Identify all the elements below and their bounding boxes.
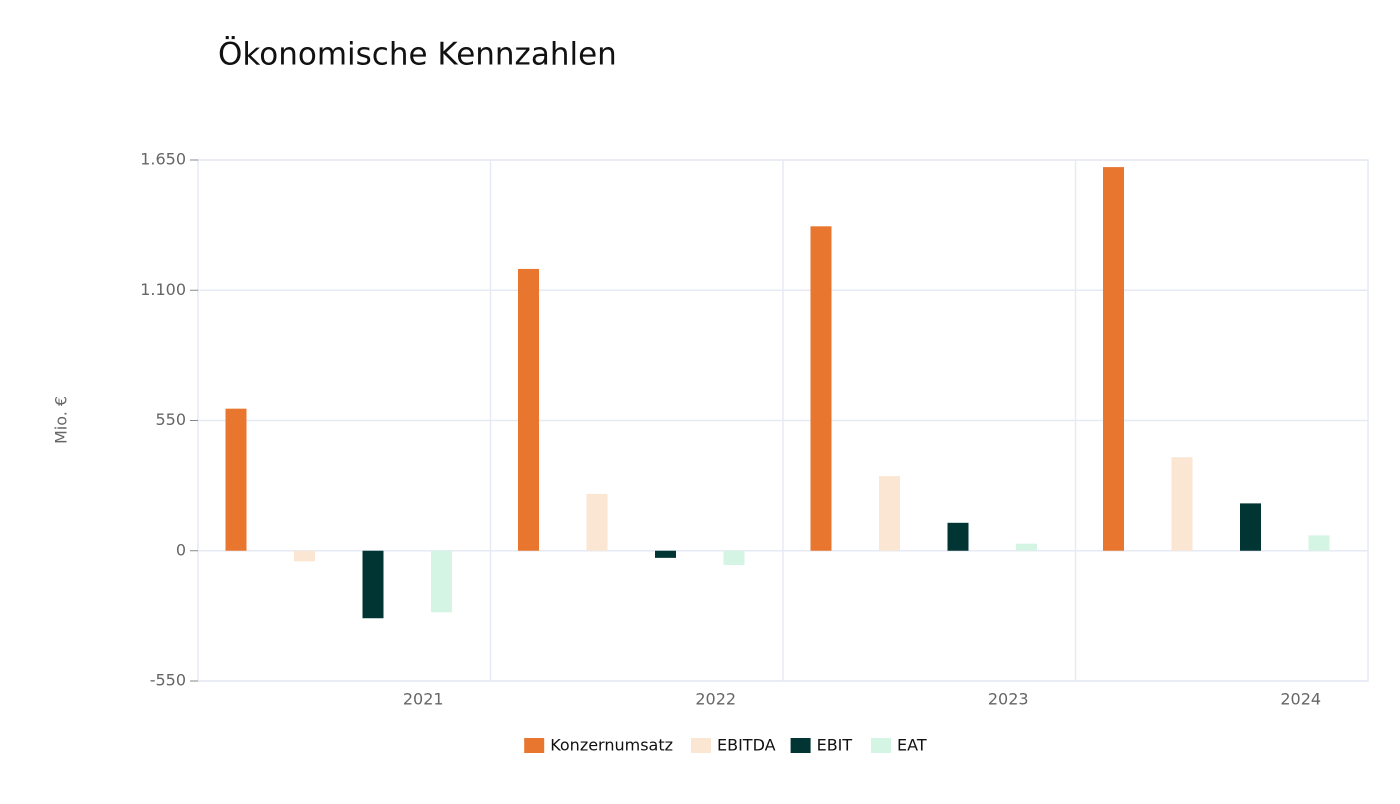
legend-label: Konzernumsatz bbox=[550, 736, 673, 755]
bar bbox=[947, 522, 969, 551]
x-tick-label: 2023 bbox=[988, 690, 1029, 709]
y-tick-label: 1.100 bbox=[140, 280, 186, 299]
legend-label: EBIT bbox=[817, 736, 853, 755]
y-tick-label: 550 bbox=[155, 410, 186, 429]
x-tick-label: 2024 bbox=[1280, 690, 1321, 709]
bar bbox=[1308, 535, 1330, 551]
x-tick-label: 2022 bbox=[695, 690, 736, 709]
bar bbox=[518, 268, 539, 551]
bar bbox=[294, 550, 315, 562]
bar bbox=[1171, 457, 1193, 551]
legend-label: EAT bbox=[897, 736, 927, 755]
y-tick-label: 0 bbox=[176, 540, 186, 559]
legend-swatch bbox=[871, 738, 891, 753]
bar bbox=[1240, 503, 1261, 551]
y-tick-label: 1.650 bbox=[140, 150, 186, 169]
legend-label: EBITDA bbox=[717, 736, 776, 755]
legend-swatch bbox=[524, 738, 545, 753]
y-tick-label: -550 bbox=[150, 671, 186, 690]
bar bbox=[1103, 167, 1124, 551]
legend-swatch bbox=[691, 738, 711, 753]
x-tick-label: 2021 bbox=[403, 690, 444, 709]
bar bbox=[810, 226, 832, 551]
bar bbox=[723, 550, 745, 565]
bar bbox=[431, 550, 452, 613]
bar bbox=[225, 408, 247, 551]
bar bbox=[586, 493, 608, 551]
y-axis-label: Mio. € bbox=[52, 396, 71, 444]
chart-title: Ökonomische Kennzahlen bbox=[218, 36, 617, 73]
bar bbox=[655, 550, 676, 558]
bar bbox=[362, 550, 384, 619]
bar bbox=[879, 476, 900, 551]
legend-swatch bbox=[790, 738, 811, 753]
bar bbox=[1016, 543, 1037, 551]
